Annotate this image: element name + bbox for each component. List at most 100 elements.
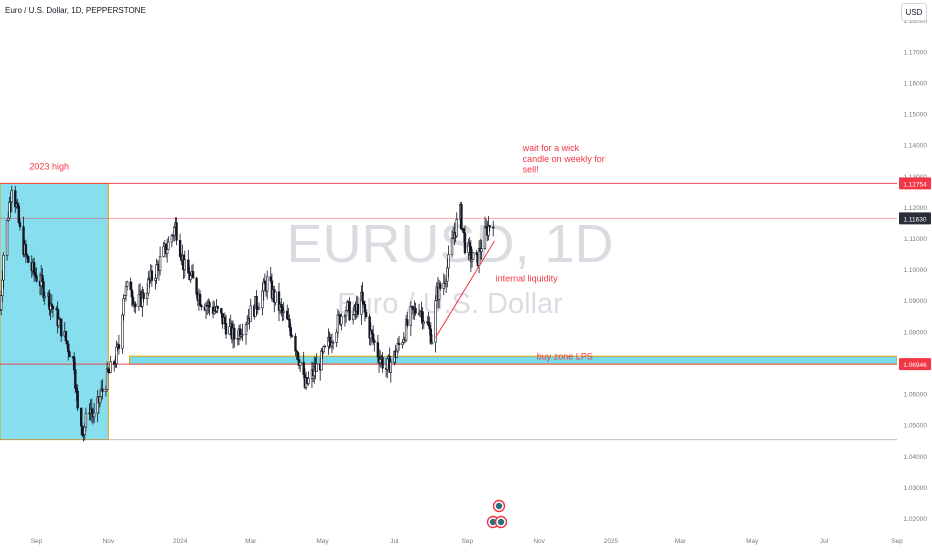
candle-body (344, 310, 348, 317)
candle-body (302, 361, 305, 376)
candle-body (83, 426, 86, 435)
y-tick-label: 1.15000 (904, 112, 928, 119)
candle-body (27, 256, 30, 263)
candle-body (409, 306, 413, 326)
candle-body (289, 327, 292, 336)
candle-body (216, 306, 219, 309)
candle-body (294, 335, 297, 352)
y-tick-label: 1.12000 (904, 205, 928, 212)
candle-body (356, 303, 360, 315)
buy-zone-box (128, 355, 898, 365)
candle-body (208, 302, 211, 308)
x-tick-label: Mar (675, 538, 687, 545)
candle-body (124, 286, 128, 296)
candle-body (35, 275, 38, 282)
annotation-text: wait for a wick (522, 143, 580, 153)
candle-body (65, 340, 69, 345)
candle-body (373, 340, 376, 343)
candle-body (41, 274, 44, 282)
candle-body (72, 356, 76, 371)
annotation-text: internal liquidity (496, 274, 559, 284)
y-tick-label: 1.05000 (904, 423, 928, 430)
candle-body (154, 277, 157, 281)
candle-body (101, 388, 104, 392)
candle-body (228, 326, 231, 335)
candle-body (130, 289, 134, 298)
candle-body (16, 203, 19, 207)
candle-body (460, 204, 463, 230)
candle-body (109, 361, 112, 373)
y-tick-label: 1.03000 (904, 485, 928, 492)
candle-body (430, 341, 434, 344)
candle-body (189, 275, 192, 281)
annotation-text: buy zone LPS (537, 351, 593, 361)
candle-body (183, 259, 187, 271)
candle-body (125, 281, 129, 287)
candle-body (361, 291, 364, 302)
x-tick-label: Mar (245, 538, 257, 545)
currency-button[interactable]: USD (901, 3, 927, 21)
candle-body (447, 254, 450, 269)
candle-body (175, 222, 178, 241)
y-tick-label: 1.06000 (904, 392, 928, 399)
candle-body (43, 295, 46, 298)
candle-body (8, 201, 11, 219)
watermark-ticker: EURUSD, 1D (286, 214, 613, 274)
candle-body (328, 337, 331, 342)
candle-body (397, 342, 401, 346)
candle-body (492, 226, 495, 229)
price-tag (899, 212, 931, 225)
candle-body (0, 295, 3, 311)
annotation-text: candle on weekly for (523, 154, 605, 164)
candle-body (67, 343, 70, 353)
candle-body (244, 324, 248, 335)
x-tick-label: Sep (31, 538, 43, 545)
candle-body (42, 281, 45, 298)
candle-body (462, 228, 466, 234)
candle-body (266, 276, 269, 292)
candle-body (98, 396, 102, 404)
candle-body (1, 279, 4, 296)
candle-body (455, 218, 458, 237)
candle-body (200, 304, 203, 308)
candle-body (10, 190, 13, 203)
price-axis-bg (897, 0, 932, 550)
x-tick-label: 2025 (604, 538, 619, 545)
x-tick-label: May (746, 538, 759, 545)
symbol-title: Euro / U.S. Dollar, 1D, PEPPERSTONE (5, 6, 146, 15)
candle-body (346, 301, 349, 311)
annotation-text: sell! (523, 165, 539, 175)
candle-body (351, 314, 355, 321)
x-tick-label: 2024 (173, 538, 188, 545)
price-tag-label: 1.06946 (903, 362, 927, 369)
candle-body (150, 270, 154, 281)
candle-body (107, 368, 110, 373)
candle-body (401, 342, 404, 346)
x-tick-label: May (316, 538, 329, 545)
event-marker-dot (497, 518, 505, 526)
y-tick-label: 1.14000 (904, 143, 928, 150)
candle-body (92, 412, 96, 418)
candle-body (376, 342, 380, 358)
candle-body (5, 219, 9, 256)
candle-body (7, 217, 10, 221)
candle-body (64, 331, 68, 342)
event-marker-dot (489, 518, 497, 526)
candle-body (134, 303, 137, 307)
candle-body (290, 335, 294, 337)
candle-body (104, 389, 108, 392)
y-tick-label: 1.04000 (904, 454, 928, 461)
x-tick-label: Sep (891, 538, 903, 545)
candle-body (263, 280, 267, 285)
range-box (0, 182, 109, 441)
candle-body (468, 242, 471, 247)
candle-body (296, 351, 300, 360)
candle-body (483, 226, 487, 249)
candle-body (50, 303, 53, 307)
candle-body (371, 333, 375, 341)
candle-body (395, 350, 398, 358)
y-tick-label: 1.13000 (904, 174, 928, 181)
candle-body (322, 346, 325, 353)
